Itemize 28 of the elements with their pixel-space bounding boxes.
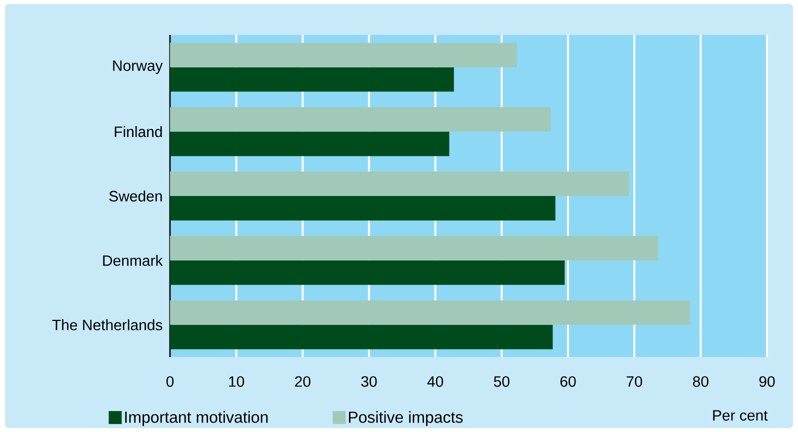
y-tick-label: Sweden <box>109 190 162 202</box>
x-axis-title: Per cent <box>713 410 768 421</box>
x-tick-label: 80 <box>692 376 708 387</box>
bar <box>170 324 553 350</box>
x-tick-label: 60 <box>560 376 576 387</box>
x-tick-label: 50 <box>494 376 510 387</box>
y-tick-label: Norway <box>113 60 163 74</box>
bar <box>170 260 565 285</box>
y-tick-label: Finland <box>114 126 162 138</box>
y-tick-label: The Netherlands <box>52 319 162 330</box>
bar <box>170 300 690 325</box>
bar <box>170 236 658 260</box>
bar <box>170 132 450 156</box>
legend-label: Important motivation <box>125 411 268 426</box>
y-tick-label: Denmark <box>103 254 163 266</box>
x-tick-label: 90 <box>759 376 775 387</box>
bar <box>170 172 630 196</box>
x-tick-label: 70 <box>626 376 642 387</box>
x-tick-label: 30 <box>361 376 377 387</box>
x-tick-label: 40 <box>427 376 444 387</box>
x-tick-label: 20 <box>295 376 310 387</box>
x-tick-label: 10 <box>229 376 244 387</box>
legend-label: Positive impacts <box>348 411 463 426</box>
bar <box>170 196 556 220</box>
bar <box>170 42 517 68</box>
x-tick-label: 0 <box>166 376 174 387</box>
bar <box>170 107 551 132</box>
bar <box>170 67 454 92</box>
